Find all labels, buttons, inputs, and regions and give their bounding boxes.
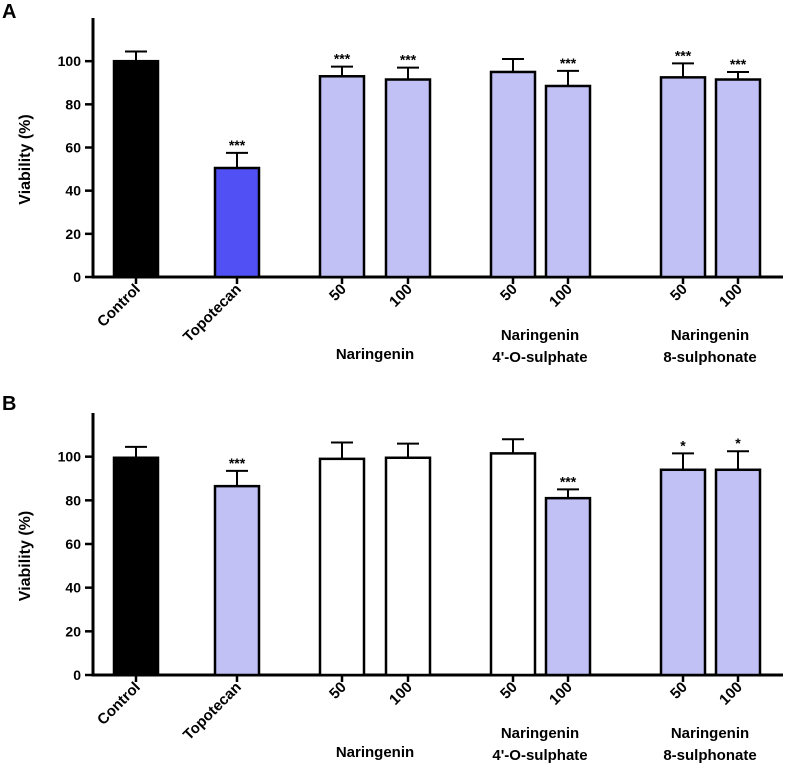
significance-marker: ***: [560, 473, 577, 489]
y-tick-label: 80: [65, 96, 81, 112]
group-label: 4'-O-sulphate: [492, 349, 587, 366]
bar: [112, 59, 160, 279]
group-label: Naringenin: [671, 725, 749, 742]
group-label: Naringenin: [501, 327, 579, 344]
x-tick-label: 50: [326, 679, 350, 703]
y-tick-label: 20: [65, 226, 81, 242]
y-tick-label: 60: [65, 536, 81, 552]
x-tick-label: 50: [667, 281, 691, 305]
bar: [384, 456, 432, 677]
group-label: 4'-O-sulphate: [492, 747, 587, 764]
x-tick-label: 100: [546, 679, 576, 709]
y-tick-label: 40: [65, 183, 81, 199]
y-tick-label: 80: [65, 492, 81, 508]
y-axis-label: Viability (%): [17, 114, 34, 204]
significance-marker: ***: [334, 51, 351, 67]
significance-marker: *: [680, 437, 686, 453]
x-tick-label: 100: [386, 281, 416, 311]
x-tick-label: Topotecan: [180, 679, 245, 744]
bar: [659, 468, 707, 677]
y-tick-label: 100: [58, 449, 82, 465]
x-tick-label: 100: [546, 281, 576, 311]
bar: [112, 456, 160, 677]
x-tick-label: 100: [716, 281, 746, 311]
bar: [714, 78, 762, 279]
bar: [659, 76, 707, 279]
y-tick-label: 20: [65, 623, 81, 639]
bar: [489, 70, 537, 279]
y-tick-label: 40: [65, 580, 81, 596]
bar: [384, 78, 432, 279]
panel-letter: A: [2, 1, 16, 23]
x-tick-label: 100: [716, 679, 746, 709]
bar: [213, 166, 261, 279]
bar: [544, 84, 592, 279]
y-tick-label: 60: [65, 140, 81, 156]
group-label: 8-sulphonate: [663, 747, 756, 764]
x-tick-label: 50: [326, 281, 350, 305]
bar: [714, 468, 762, 677]
x-tick-label: 50: [667, 679, 691, 703]
bar: [318, 457, 366, 677]
group-label: Naringenin: [336, 744, 414, 761]
significance-marker: ***: [560, 55, 577, 71]
x-tick-label: Topotecan: [180, 281, 245, 346]
bar: [544, 496, 592, 677]
x-tick-label: 50: [497, 679, 521, 703]
x-tick-label: 50: [497, 281, 521, 305]
significance-marker: ***: [730, 56, 747, 72]
group-label: Naringenin: [671, 327, 749, 344]
y-tick-label: 100: [58, 53, 82, 69]
x-tick-label: Control: [94, 679, 144, 729]
significance-marker: ***: [400, 52, 417, 68]
panel-letter: B: [2, 393, 16, 415]
group-label: Naringenin: [336, 346, 414, 363]
bar: [213, 484, 261, 677]
group-label: Naringenin: [501, 725, 579, 742]
x-tick-label: Control: [94, 281, 144, 331]
chart-panel-b: B Viability (%) 0 20 40 60 80 100 Control *** Topo…: [2, 393, 783, 764]
y-tick-label: 0: [73, 667, 81, 683]
significance-marker: ***: [229, 137, 246, 153]
x-tick-label: 100: [386, 679, 416, 709]
chart-panel-a: A Viability (%) 0 20 40 60 80 100 Control *** Topo…: [2, 1, 783, 366]
y-tick-label: 0: [73, 269, 81, 285]
bar: [489, 452, 537, 677]
significance-marker: ***: [229, 455, 246, 471]
group-label: 8-sulphonate: [663, 349, 756, 366]
bar: [318, 75, 366, 279]
y-axis-label: Viability (%): [17, 511, 34, 601]
significance-marker: *: [735, 435, 741, 451]
significance-marker: ***: [675, 47, 692, 63]
